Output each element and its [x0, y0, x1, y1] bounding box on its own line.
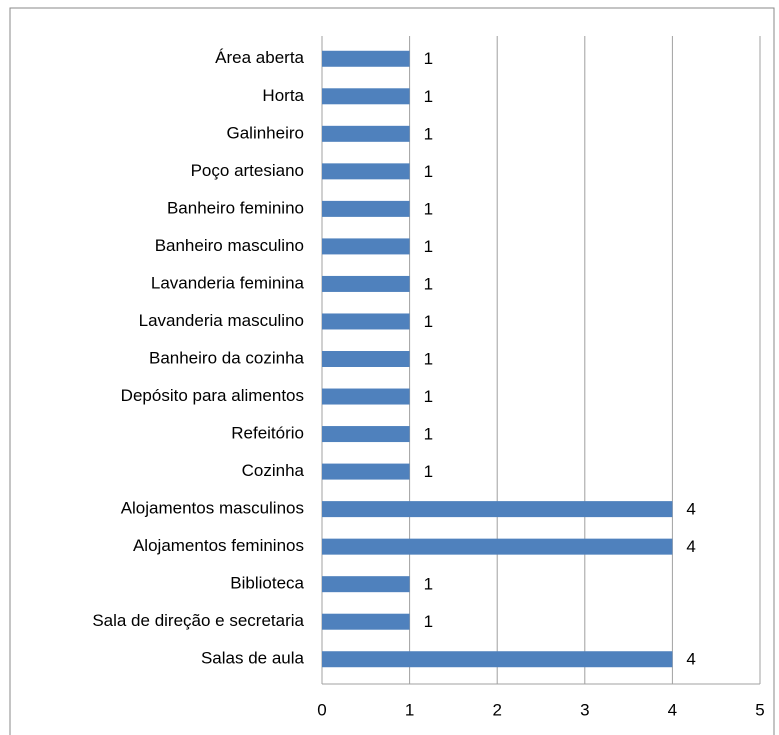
data-label: 1	[424, 199, 433, 218]
y-tick-label: Salas de aula	[201, 649, 305, 668]
data-label: 1	[424, 387, 433, 406]
data-label: 4	[686, 650, 695, 669]
bar	[322, 613, 410, 630]
bar	[322, 463, 410, 480]
y-tick-label: Lavanderia masculino	[139, 311, 304, 330]
bar	[322, 538, 673, 555]
y-tick-label: Biblioteca	[230, 574, 304, 593]
data-label: 1	[424, 87, 433, 106]
data-label: 1	[424, 425, 433, 444]
data-label: 4	[686, 537, 695, 556]
y-tick-label: Alojamentos femininos	[133, 536, 304, 555]
y-tick-label: Lavanderia feminina	[151, 273, 305, 292]
bar	[322, 88, 410, 105]
x-tick-label: 2	[492, 700, 501, 719]
x-tick-label: 4	[668, 700, 677, 719]
y-tick-label: Área aberta	[215, 48, 304, 67]
data-label: 4	[686, 500, 695, 519]
data-label: 1	[424, 274, 433, 293]
bar	[322, 313, 410, 330]
bar	[322, 275, 410, 292]
bar	[322, 388, 410, 405]
data-label: 1	[424, 49, 433, 68]
y-tick-label: Depósito para alimentos	[121, 386, 304, 405]
y-tick-label: Cozinha	[242, 461, 305, 480]
data-label: 1	[424, 237, 433, 256]
data-label: 1	[424, 124, 433, 143]
data-label: 1	[424, 575, 433, 594]
bar	[322, 238, 410, 255]
y-tick-label: Galinheiro	[227, 123, 305, 142]
x-tick-label: 3	[580, 700, 589, 719]
bar	[322, 200, 410, 217]
data-label: 1	[424, 612, 433, 631]
y-tick-label: Refeitório	[231, 424, 304, 443]
y-tick-label: Banheiro masculino	[155, 236, 304, 255]
data-label: 1	[424, 349, 433, 368]
bar	[322, 351, 410, 367]
y-tick-label: Sala de direção e secretaria	[92, 611, 304, 630]
bar	[322, 125, 410, 142]
bar	[322, 50, 410, 67]
x-tick-label: 0	[317, 700, 326, 719]
bar	[322, 576, 410, 593]
y-tick-label: Banheiro da cozinha	[149, 348, 305, 367]
y-tick-label: Alojamentos masculinos	[121, 499, 304, 518]
bar	[322, 501, 673, 518]
x-tick-label: 1	[405, 700, 414, 719]
bar	[322, 426, 410, 443]
data-label: 1	[424, 312, 433, 331]
bar	[322, 163, 410, 180]
data-label: 1	[424, 462, 433, 481]
y-tick-label: Banheiro feminino	[167, 198, 304, 217]
x-tick-label: 5	[755, 700, 764, 719]
y-tick-label: Horta	[262, 86, 304, 105]
bar	[322, 651, 673, 668]
y-tick-label: Poço artesiano	[191, 161, 304, 180]
data-label: 1	[424, 162, 433, 181]
